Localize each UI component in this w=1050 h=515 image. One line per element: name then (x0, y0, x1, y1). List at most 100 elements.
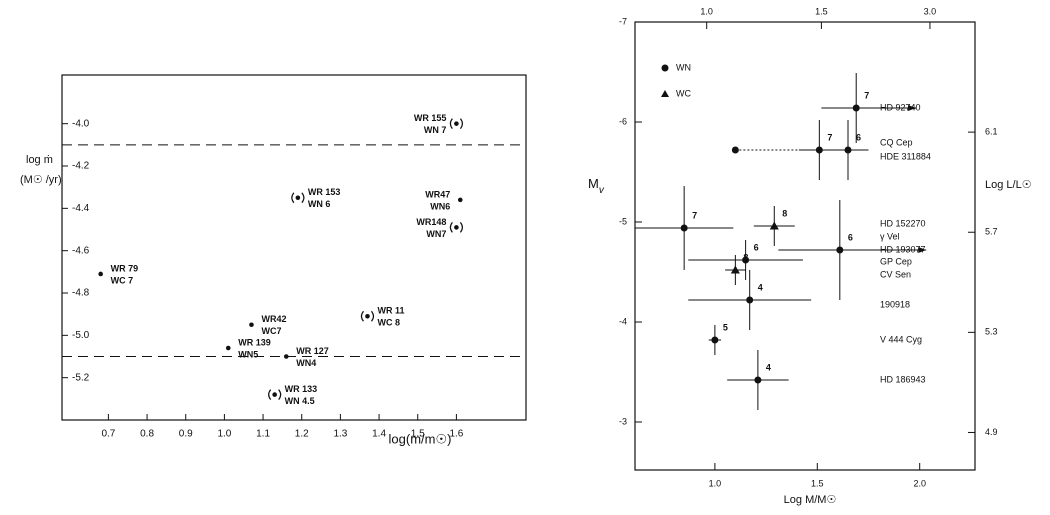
point-label: 7 (692, 210, 697, 220)
point (836, 246, 844, 254)
point (769, 221, 779, 230)
x-tick-label: 0.8 (140, 429, 154, 440)
point-label: WN7 (426, 229, 446, 239)
point (365, 313, 370, 319)
point-label: WR148 (416, 217, 446, 227)
x2-tick-label: 3.0 (924, 6, 937, 16)
point (844, 146, 852, 154)
y-tick-label: -4.6 (72, 245, 90, 256)
x2-tick-label: 1.0 (700, 6, 713, 16)
point-label: WN5 (238, 349, 258, 359)
point (249, 322, 254, 328)
left-frame (61, 74, 527, 421)
point-label: WR42 (261, 314, 286, 324)
point-label: 8 (743, 252, 748, 262)
y2-tick-label: 5.7 (985, 227, 998, 237)
arrow-head (918, 247, 927, 253)
star-name: CQ Cep (880, 137, 913, 147)
x-tick-label: 1.0 (709, 478, 722, 488)
star-name: γ Vel (880, 231, 900, 241)
point-label: WR47 (425, 189, 450, 199)
y2-axis-label: Log L/L☉ (985, 179, 1032, 191)
y-tick-label: -5 (619, 216, 627, 226)
y-tick-label: -6 (619, 116, 627, 126)
y-tick-label: -5.2 (72, 372, 90, 383)
point-label: 5 (723, 322, 728, 332)
y-axis-label: log ṁ (26, 154, 53, 166)
x-tick-label: 1.4 (372, 429, 386, 440)
point-label: 6 (848, 232, 853, 242)
point-label: 6 (754, 242, 759, 252)
point (730, 265, 740, 274)
x-tick-label: 1.3 (333, 429, 347, 440)
point-label: WR 79 (111, 263, 139, 273)
legend-label: WN (676, 62, 691, 72)
y-tick-label: -4.4 (72, 203, 90, 214)
point-label: WN 6 (308, 199, 331, 209)
arrow-head (908, 105, 917, 111)
point-label: WC7 (261, 326, 281, 336)
x-tick-label: 0.7 (101, 429, 115, 440)
point (272, 392, 277, 397)
point-label: WR 155 (414, 113, 447, 123)
point (457, 197, 463, 203)
x-tick-label: 1.5 (811, 478, 824, 488)
point-label: WR 127 (296, 346, 329, 356)
point (742, 256, 750, 264)
point (454, 225, 459, 230)
point (852, 104, 860, 112)
bracket (449, 222, 463, 233)
y-axis-unit: (M☉ /yr) (20, 174, 62, 186)
star-name: HD 193077 (880, 244, 926, 254)
x-tick-label: 1.6 (449, 429, 463, 440)
x-tick-label: 0.9 (179, 429, 193, 440)
star-name: HD 152270 (880, 218, 926, 228)
y-tick-label: -7 (619, 16, 627, 26)
y-tick-label: -4.2 (72, 161, 90, 172)
point-label: WR 139 (238, 337, 271, 347)
point-label: 7 (864, 90, 869, 100)
x-tick-label: 1.1 (256, 429, 270, 440)
y-tick-label: -5.0 (72, 330, 90, 341)
legend-marker (661, 90, 669, 97)
y-axis-label-main: M (588, 176, 599, 191)
point (746, 296, 754, 304)
point-label: 4 (766, 362, 771, 372)
y-axis-label: Mv (588, 176, 605, 195)
point (454, 121, 459, 126)
point (815, 146, 823, 154)
x-axis-label: log(m/m☉) (389, 431, 452, 446)
point-label: WR 153 (308, 187, 341, 197)
point (283, 354, 289, 359)
point-label: WC 7 (111, 275, 133, 285)
x-tick-label: 1.2 (295, 429, 309, 440)
x-tick-label: 2.0 (913, 478, 926, 488)
bracket (360, 310, 375, 322)
y-tick-label: -4.0 (72, 118, 90, 129)
bracket (449, 118, 463, 130)
y-tick-label: -3 (619, 416, 627, 426)
y-tick-label: -4.8 (72, 288, 90, 299)
point-label: WN 7 (424, 125, 447, 135)
point-label: WN6 (430, 201, 450, 211)
bracket (291, 192, 305, 204)
x-tick-label: 1.5 (411, 429, 425, 440)
point-label: 8 (782, 208, 787, 218)
point (295, 195, 301, 201)
y-tick-label: -4 (619, 316, 627, 326)
star-name: CV Sen (880, 269, 911, 279)
point-label: WR 11 (377, 306, 404, 316)
point (225, 345, 231, 351)
y2-tick-label: 4.9 (985, 427, 998, 437)
point-label: 7 (827, 132, 832, 142)
point-label: 4 (758, 282, 763, 292)
point (98, 271, 103, 277)
y2-tick-label: 6.1 (985, 126, 998, 136)
x-axis-label: Log M/M☉ (784, 494, 837, 506)
star-name: HDE 311884 (880, 151, 931, 161)
x-tick-label: 1.0 (217, 429, 231, 440)
star-name: GP Cep (880, 256, 912, 266)
right-frame (634, 21, 976, 471)
x2-tick-label: 1.5 (815, 6, 828, 16)
